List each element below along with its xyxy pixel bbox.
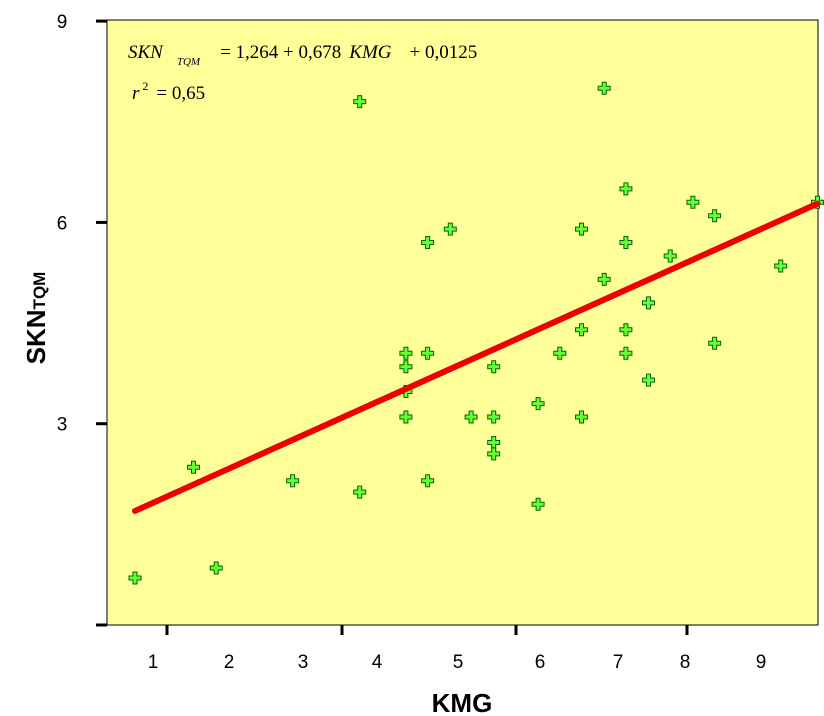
regression-equation: SKN TQM = 1,264 + 0,678 KMG + 0,0125 xyxy=(128,42,477,68)
data-point-33 xyxy=(663,249,677,263)
data-point-19 xyxy=(531,397,545,411)
data-point-10 xyxy=(421,236,435,249)
data-point-12 xyxy=(421,474,435,488)
data-point-16 xyxy=(487,410,501,424)
data-point-15 xyxy=(487,360,501,374)
data-point-0 xyxy=(128,571,142,585)
data-point-13 xyxy=(443,222,457,236)
data-point-3 xyxy=(286,474,300,488)
data-point-23 xyxy=(575,323,588,337)
r-squared-label: r 2 = 0,65 xyxy=(132,79,205,104)
data-point-32 xyxy=(642,373,655,387)
data-point-7 xyxy=(399,360,413,374)
x-tick-label-9: 9 xyxy=(756,652,767,673)
data-point-20 xyxy=(531,497,545,511)
data-point-6 xyxy=(399,346,413,360)
data-point-27 xyxy=(619,182,633,196)
data-point-11 xyxy=(421,346,435,360)
x-tick-label-5: 5 xyxy=(453,652,464,673)
data-point-4 xyxy=(353,95,367,109)
data-point-14 xyxy=(464,410,478,424)
data-point-25 xyxy=(597,81,611,95)
data-point-30 xyxy=(619,346,633,360)
y-tick-label-9: 9 xyxy=(57,12,68,33)
data-point-9 xyxy=(399,410,413,424)
data-point-26 xyxy=(597,272,611,286)
data-point-21 xyxy=(553,346,567,360)
x-tick-label-4: 4 xyxy=(372,652,383,673)
y-tick-label-3: 3 xyxy=(57,415,68,436)
x-tick-label-1: 1 xyxy=(148,652,159,673)
data-point-29 xyxy=(619,323,633,337)
data-point-22 xyxy=(575,222,588,236)
x-tick-label-3: 3 xyxy=(298,652,309,673)
y-axis-title: SKNTQM xyxy=(21,272,51,365)
data-point-31 xyxy=(642,296,655,310)
y-tick-label-6: 6 xyxy=(57,213,68,234)
data-point-34 xyxy=(686,195,700,209)
data-point-1 xyxy=(187,460,200,474)
data-point-5 xyxy=(353,485,367,499)
data-point-18 xyxy=(487,447,501,461)
x-tick-label-2: 2 xyxy=(224,652,235,673)
plot-area xyxy=(106,19,819,626)
data-point-24 xyxy=(575,410,588,424)
x-tick-label-6: 6 xyxy=(535,652,546,673)
data-point-36 xyxy=(708,336,722,350)
data-point-2 xyxy=(209,561,223,575)
data-point-35 xyxy=(708,209,722,223)
regression-line xyxy=(132,200,821,514)
data-point-28 xyxy=(619,236,633,249)
data-point-37 xyxy=(774,259,788,273)
x-tick-label-7: 7 xyxy=(613,652,624,673)
x-tick-label-8: 8 xyxy=(680,652,691,673)
x-axis-title: KMG xyxy=(432,688,493,716)
